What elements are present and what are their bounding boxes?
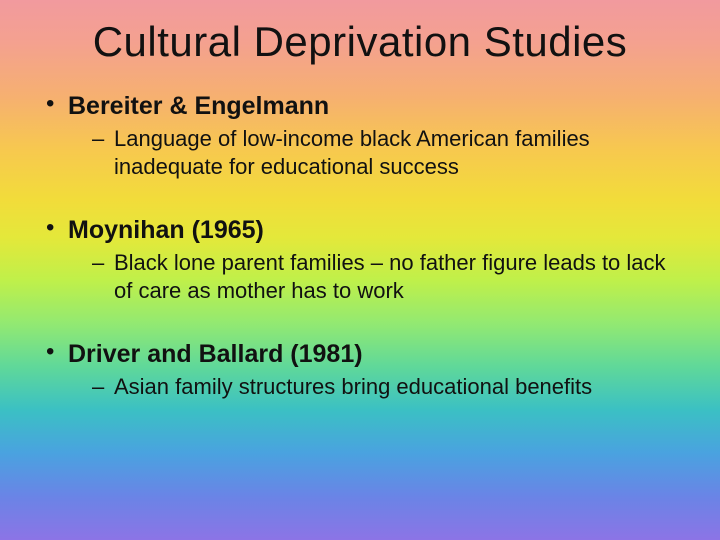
item-heading: Moynihan (1965) [68, 216, 680, 245]
sub-item: Black lone parent families – no father f… [92, 249, 680, 304]
sub-item: Asian family structures bring educationa… [92, 373, 680, 401]
slide-content: Cultural Deprivation Studies Bereiter & … [0, 0, 720, 540]
sub-item: Language of low-income black American fa… [92, 125, 680, 180]
item-heading: Driver and Ballard (1981) [68, 340, 680, 369]
item-heading: Bereiter & Engelmann [68, 92, 680, 121]
sub-list: Asian family structures bring educationa… [68, 373, 680, 401]
list-item: Driver and Ballard (1981) Asian family s… [40, 340, 680, 401]
list-item: Bereiter & Engelmann Language of low-inc… [40, 92, 680, 180]
list-item: Moynihan (1965) Black lone parent famili… [40, 216, 680, 304]
sub-list: Language of low-income black American fa… [68, 125, 680, 180]
sub-list: Black lone parent families – no father f… [68, 249, 680, 304]
slide-title: Cultural Deprivation Studies [40, 18, 680, 66]
bullet-list: Bereiter & Engelmann Language of low-inc… [40, 92, 680, 401]
